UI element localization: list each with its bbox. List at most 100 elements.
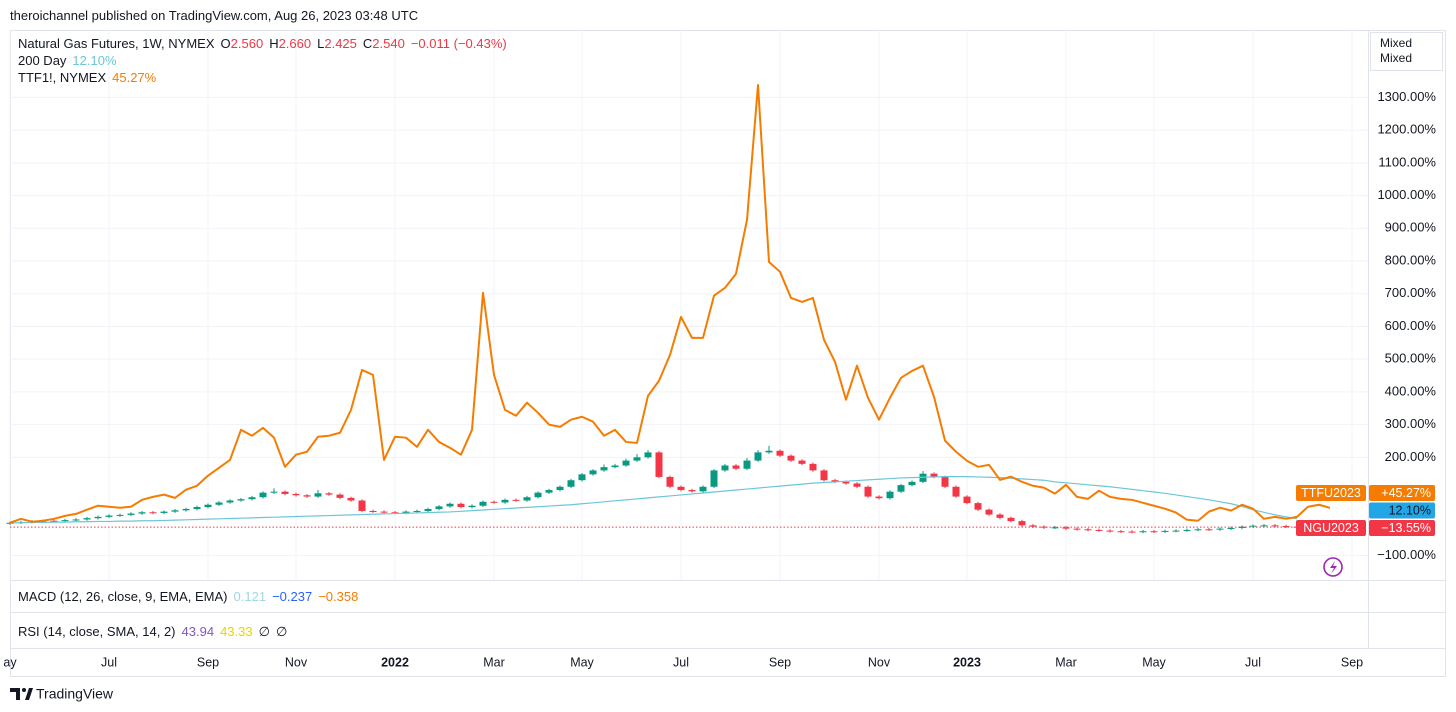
publish-header: theroichannel published on TradingView.c… (10, 8, 419, 23)
y-tick-label: 900.00% (1385, 220, 1437, 235)
price-label-box (1369, 520, 1435, 536)
legend-name: 200 Day (18, 53, 67, 68)
candle-body (644, 452, 652, 458)
candle-body (402, 511, 410, 513)
legend-name: TTF1!, NYMEX (18, 70, 107, 85)
candle-body (325, 493, 333, 495)
mode-label: Mixed (1380, 51, 1412, 65)
candle-body (347, 497, 355, 501)
candle-body (754, 452, 762, 461)
indicator-name: MACD (12, 26, close, 9, EMA, EMA) (18, 589, 228, 604)
candle-body (171, 510, 179, 512)
x-tick-label: Nov (868, 655, 891, 669)
indicator-legend: RSI (14, close, SMA, 14, 2) 43.94 43.33 ∅ ∅ (18, 624, 287, 640)
price-label-value: +45.27% (1381, 486, 1431, 500)
candle-body (633, 457, 641, 461)
logo-dot (22, 688, 26, 692)
x-tick-label: Sep (1341, 655, 1363, 669)
candle-body (545, 490, 553, 493)
mode-label: Mixed (1380, 36, 1412, 50)
candle-body (226, 500, 234, 503)
candle-body (435, 506, 443, 510)
candle-body (1282, 526, 1290, 528)
candle-body (413, 510, 421, 512)
candle-body (1117, 531, 1125, 533)
candle-body (952, 486, 960, 497)
alert-icon[interactable] (1323, 557, 1343, 577)
candle-body (369, 510, 377, 512)
candle-body (127, 513, 135, 515)
candle-body (358, 500, 366, 511)
legend-row: TTF1!, NYMEX 45.27% (18, 69, 507, 86)
candle-body (193, 507, 201, 510)
legend-key: L (317, 36, 325, 51)
candle-body (1084, 529, 1092, 531)
logo (10, 688, 33, 700)
y-tick-label: 1000.00% (1377, 187, 1436, 202)
candle-body (930, 473, 938, 477)
candle-body (1029, 525, 1037, 527)
candle-body (875, 496, 883, 499)
candle-body (523, 497, 531, 501)
price-label-value: −13.55% (1381, 521, 1431, 535)
candle-body (116, 514, 124, 516)
candle-body (589, 470, 597, 475)
candle-body (798, 460, 806, 464)
candle-body (1073, 528, 1081, 530)
candle-body (83, 518, 91, 520)
legend-change: −0.011 (−0.43%) (410, 36, 507, 51)
candle-body (578, 474, 586, 481)
candle-body (490, 501, 498, 503)
candle-body (61, 520, 69, 522)
y-tick-label: 1200.00% (1377, 122, 1436, 137)
candle-body (1271, 525, 1279, 527)
indicator-value: ∅ (275, 624, 288, 639)
candle-body (765, 450, 773, 453)
candle-body (864, 486, 872, 497)
candle-body (1205, 529, 1213, 531)
candle-body (600, 467, 608, 471)
mode-box[interactable] (1370, 32, 1443, 71)
candle-body (105, 515, 113, 517)
indicator-value: 43.94 (181, 624, 215, 639)
x-tick-label: ay (3, 655, 17, 669)
candle-body (688, 490, 696, 492)
legend-value: 45.27% (112, 70, 157, 85)
candle-body (1227, 527, 1235, 529)
candle-body (501, 499, 509, 503)
candle-body (710, 470, 718, 487)
legend-value: 2.425 (324, 36, 357, 51)
x-tick-label: Jul (1245, 655, 1261, 669)
candle-body (743, 460, 751, 469)
indicator-value: ∅ (258, 624, 270, 639)
legend-row: Natural Gas Futures, 1W, NYMEX O2.560 H2.6… (18, 35, 507, 52)
legend-row: 200 Day 12.10% (18, 52, 507, 69)
candle-body (1260, 525, 1268, 527)
y-tick-label: 700.00% (1385, 285, 1437, 300)
candle-body (1095, 529, 1103, 531)
legend: Natural Gas Futures, 1W, NYMEX O2.560 H2.6… (18, 35, 507, 86)
indicator-value: 43.33 (220, 624, 253, 639)
y-tick-label: 1100.00% (1378, 154, 1436, 169)
y-tick-label: 800.00% (1385, 252, 1437, 267)
x-tick-label: May (1142, 655, 1166, 669)
line-series (9, 84, 1331, 524)
x-tick-label: Jul (673, 655, 689, 669)
y-tick-label: 600.00% (1385, 318, 1437, 333)
candle-body (831, 480, 839, 482)
indicator-value: 0.121 (233, 589, 267, 604)
candle-body (149, 512, 157, 514)
candle-body (699, 486, 707, 492)
candle-body (259, 492, 267, 498)
candle-body (204, 504, 212, 508)
x-tick-label: Sep (197, 655, 219, 669)
candle-body (897, 485, 905, 492)
candle-body (622, 460, 630, 466)
candle-body (721, 465, 729, 471)
indicator-value: −0.237 (272, 589, 313, 604)
candle-body (556, 486, 564, 491)
candle-body (534, 492, 542, 498)
plot (6, 84, 1368, 534)
legend-value: 2.540 (372, 36, 405, 51)
